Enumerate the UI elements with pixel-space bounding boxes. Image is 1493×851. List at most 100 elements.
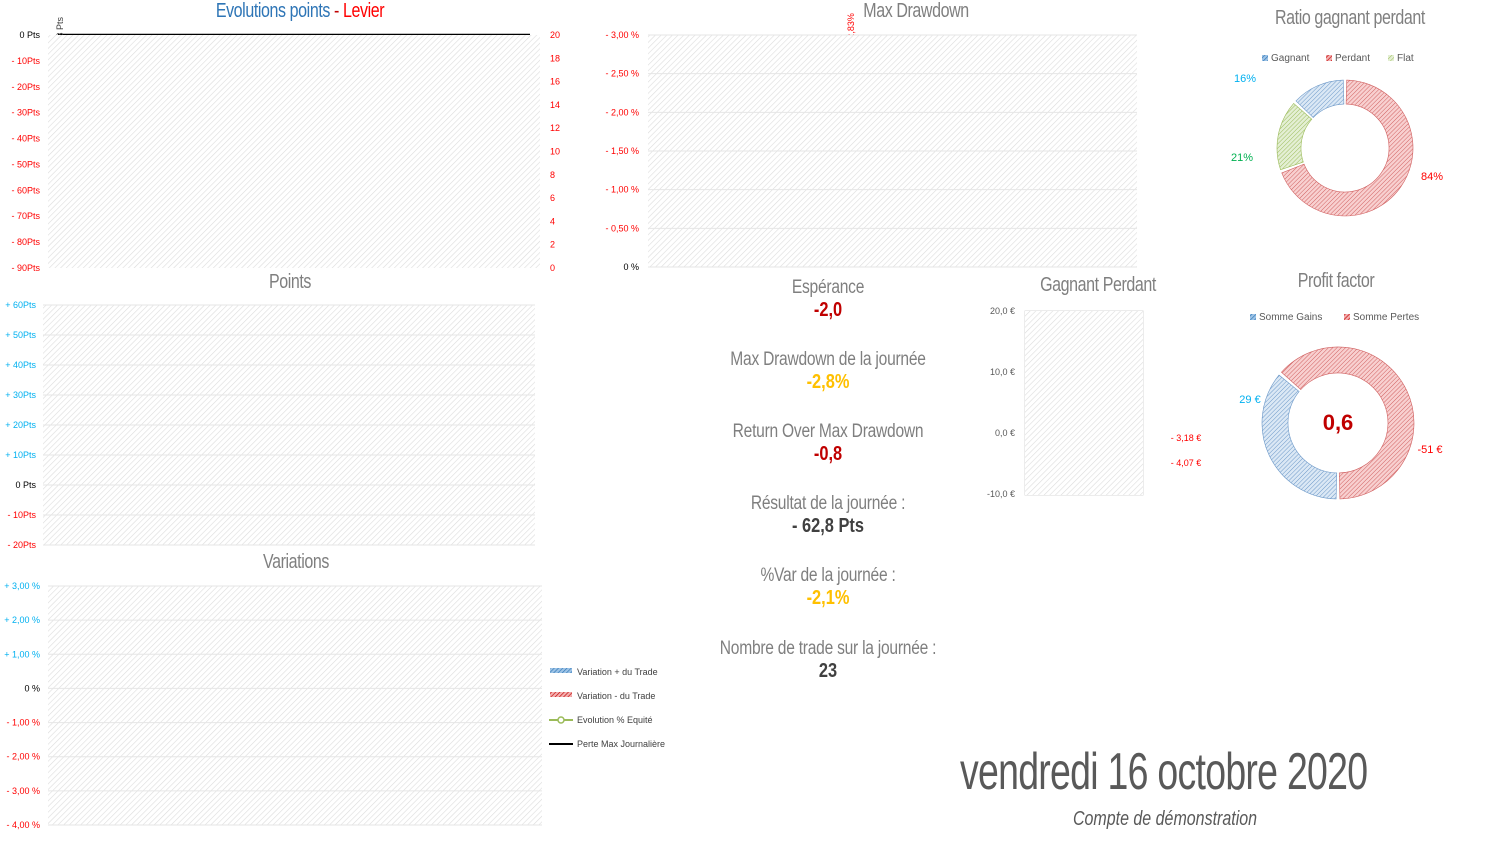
left-axis-tick: - 20Pts <box>11 82 40 92</box>
left-axis-tick: 0 Pts <box>19 30 40 40</box>
points-axis-tick: + 40Pts <box>5 360 36 370</box>
left-axis-tick: - 60Pts <box>11 185 40 195</box>
variations-axis-tick: + 3,00 % <box>4 581 40 591</box>
stat-value: 23 <box>818 660 838 682</box>
loss-average-label: - 3,18 € <box>1171 433 1202 443</box>
right-axis-tick: 18 <box>550 53 560 63</box>
stat-value: - 62,8 Pts <box>791 515 865 537</box>
left-axis-tick: - 50Pts <box>11 159 40 169</box>
legend-entry: Perte Max Journalière <box>577 739 665 749</box>
ratio-slice-gagnant <box>1295 79 1345 118</box>
gagnant-perdant-chart-title: Gagnant Perdant <box>1040 274 1156 296</box>
legend-gagnant: Gagnant <box>1271 53 1310 64</box>
left-axis-tick: - 10Pts <box>11 56 40 66</box>
drawdown-label: - 2,83% <box>846 13 856 44</box>
variations-axis-tick: - 4,00 % <box>6 820 40 830</box>
evolution-chart-title: Evolutions points - Levier <box>215 0 385 23</box>
gp-axis-tick: 10,0 € <box>990 367 1015 377</box>
stat-value: -2,0 <box>813 299 843 321</box>
points-chart-title: Points <box>268 271 312 293</box>
right-axis-tick: 14 <box>550 100 560 110</box>
points-axis-tick: - 20Pts <box>7 540 36 550</box>
variations-axis-tick: - 1,00 % <box>6 718 40 728</box>
legend-entry: Variation + du Trade <box>577 667 658 677</box>
right-axis-tick: 0 <box>550 263 555 273</box>
right-axis-tick: 20 <box>550 30 560 40</box>
evolution-title-levier: Levier <box>343 0 385 22</box>
ratio-chart-title: Ratio gagnant perdant <box>1275 7 1425 29</box>
right-axis-tick: 16 <box>550 77 560 87</box>
legend-somme-pertes-swatch <box>1344 314 1350 320</box>
ratio-slice-label: 21% <box>1231 152 1253 164</box>
legend-gagnant-swatch <box>1262 55 1268 61</box>
loss-total-label: - 4,07 € <box>1171 458 1202 468</box>
drawdown-axis-tick: - 2,50 % <box>605 69 639 79</box>
evolution-title-separator: - <box>329 0 343 22</box>
variations-axis-tick: - 3,00 % <box>6 786 40 796</box>
session-date: vendredi 16 octobre 2020 <box>960 743 1368 801</box>
stat-var-journee: %Var de la journée : -2,1% <box>746 565 911 610</box>
legend-swatch-negative <box>550 692 572 697</box>
gp-axis-tick: -10,0 € <box>987 489 1015 499</box>
left-axis-tick: - 80Pts <box>11 237 40 247</box>
left-axis-tick: - 30Pts <box>11 108 40 118</box>
points-axis-tick: + 10Pts <box>5 450 36 460</box>
drawdown-axis-tick: - 1,00 % <box>605 185 639 195</box>
gp-axis-tick: 20,0 € <box>990 306 1015 316</box>
right-axis-tick: 6 <box>550 193 555 203</box>
left-axis-tick: - 40Pts <box>11 134 40 144</box>
cumulative-point-label: - 8,3 Pts <box>55 16 65 50</box>
stat-return-over-drawdown: Return Over Max Drawdown -0,8 <box>712 421 945 466</box>
left-axis-tick: - 70Pts <box>11 211 40 221</box>
legend-entry: Evolution % Equité <box>577 715 653 725</box>
drawdown-axis-tick: - 1,50 % <box>605 146 639 156</box>
variations-axis-tick: + 2,00 % <box>4 615 40 625</box>
evolution-title-points: Evolutions points <box>215 0 331 22</box>
stat-nombre-trades: Nombre de trade sur la journée : 23 <box>696 638 960 683</box>
stat-label: Résultat de la journée : <box>750 493 906 514</box>
profit-factor-value: 0,6 <box>1323 410 1354 435</box>
profit-slice-losses <box>1281 346 1415 500</box>
stat-esperance: Espérance -2,0 <box>784 277 872 322</box>
right-axis-tick: 8 <box>550 170 555 180</box>
evolution-plot-area <box>48 35 540 268</box>
stat-value: -0,8 <box>813 443 843 465</box>
points-axis-tick: + 50Pts <box>5 330 36 340</box>
ratio-legend: Gagnant Perdant Flat <box>1262 53 1414 64</box>
right-axis-tick: 10 <box>550 147 560 157</box>
legend-swatch-positive <box>550 668 572 673</box>
right-axis-tick: 12 <box>550 123 560 133</box>
stat-label: Nombre de trade sur la journée : <box>719 638 937 659</box>
legend-somme-gains-swatch <box>1250 314 1256 320</box>
points-axis-tick: 0 Pts <box>15 480 36 490</box>
ratio-donut-chart: 16% 21% 84% <box>1231 73 1443 217</box>
ratio-slice-label: 16% <box>1234 73 1256 85</box>
stat-label: Espérance <box>791 277 865 298</box>
legend-somme-gains: Somme Gains <box>1259 312 1322 323</box>
profit-slice-gains <box>1261 374 1338 500</box>
legend-perdant: Perdant <box>1335 53 1370 64</box>
points-axis-tick: + 60Pts <box>5 300 36 310</box>
gp-axis-tick: 0,0 € <box>995 428 1015 438</box>
stat-value: -2,1% <box>806 587 850 609</box>
variations-chart-title: Variations <box>263 551 329 573</box>
drawdown-axis-tick: - 3,00 % <box>605 30 639 40</box>
variations-legend: Variation + du Trade Variation - du Trade… <box>549 667 665 749</box>
gains-label: 29 € <box>1239 394 1260 406</box>
points-axis-tick: + 20Pts <box>5 420 36 430</box>
variations-axis-tick: 0 % <box>24 683 40 693</box>
legend-entry: Variation - du Trade <box>577 691 655 701</box>
profit-factor-donut-chart: 29 € -51 € 0,6 <box>1239 346 1443 500</box>
stat-max-drawdown: Max Drawdown de la journée -2,8% <box>709 349 947 394</box>
gagnant-perdant-plot-area <box>1025 311 1143 495</box>
drawdown-axis-tick: - 2,00 % <box>605 107 639 117</box>
points-axis-tick: + 30Pts <box>5 390 36 400</box>
losses-label: -51 € <box>1417 444 1442 456</box>
right-axis-tick: 4 <box>550 216 555 226</box>
max-drawdown-chart-title: Max Drawdown <box>863 0 969 22</box>
legend-perdant-swatch <box>1326 55 1332 61</box>
stat-label: Return Over Max Drawdown <box>732 421 924 442</box>
ratio-slice-perdant <box>1281 79 1414 217</box>
